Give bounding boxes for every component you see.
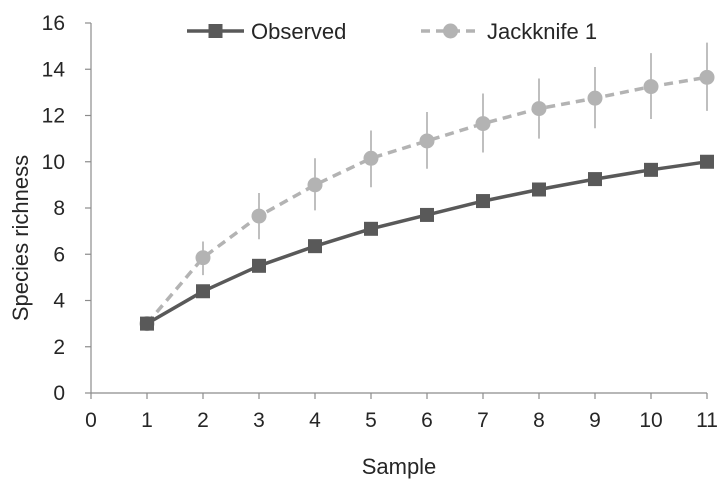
- x-tick-label: 11: [696, 409, 718, 432]
- y-tick-label: 8: [53, 197, 65, 220]
- observed-point: [700, 154, 714, 169]
- jackknife-1-point: [195, 250, 211, 266]
- legend-jackknife-1-marker: [443, 23, 458, 39]
- error-bars: [202, 42, 708, 276]
- x-tick-label: 9: [589, 409, 601, 432]
- x-tick-label: 7: [477, 409, 489, 432]
- observed-point: [364, 221, 378, 236]
- x-tick-label: 10: [639, 409, 662, 432]
- observed-point: [196, 284, 210, 299]
- observed-line: [146, 160, 708, 326]
- legend-observed-label: Observed: [251, 19, 346, 44]
- y-tick-label: 2: [53, 336, 65, 359]
- y-tick-label: 12: [42, 105, 65, 128]
- y-tick-label: 4: [53, 290, 65, 313]
- jackknife-1-point: [419, 133, 435, 149]
- jackknife-1-point: [307, 177, 323, 193]
- jackknife-1-point: [643, 79, 659, 95]
- y-tick-label: 16: [42, 12, 65, 35]
- jackknife-1-point: [587, 90, 603, 106]
- legend-jackknife-1-label: Jackknife 1: [487, 19, 597, 44]
- x-tick-label: 2: [197, 409, 209, 432]
- y-tick-label: 14: [42, 58, 66, 81]
- observed-point: [420, 207, 434, 222]
- observed-point: [532, 182, 546, 197]
- x-tick-label: 0: [85, 409, 97, 432]
- jackknife-1-point: [363, 150, 379, 166]
- y-tick-label: 0: [53, 382, 65, 405]
- jackknife-1-point: [475, 116, 491, 132]
- x-tick-label: 1: [141, 409, 153, 432]
- x-tick-label: 4: [309, 409, 321, 432]
- x-tick-label: 6: [421, 409, 433, 432]
- x-tick-label: 3: [253, 409, 265, 432]
- jackknife-1-point: [531, 101, 547, 117]
- observed-point: [252, 258, 266, 273]
- observed-point: [476, 194, 490, 209]
- observed-point: [588, 172, 602, 187]
- series-markers: [139, 69, 715, 332]
- y-tick-label: 10: [42, 151, 65, 174]
- legend: Observed Jackknife 1: [187, 19, 597, 44]
- jackknife-1-point: [251, 208, 267, 224]
- observed-point: [308, 239, 322, 254]
- jackknife-1-line: [145, 75, 708, 325]
- y-tick-label: 6: [53, 243, 65, 266]
- observed-point: [140, 316, 154, 331]
- observed-point: [644, 162, 658, 177]
- x-tick-label: 5: [365, 409, 377, 432]
- y-axis-title: Species richness: [8, 155, 33, 321]
- x-tick-label: 8: [533, 409, 545, 432]
- legend-observed-marker: [208, 24, 223, 38]
- jackknife-1-point: [699, 69, 715, 85]
- x-axis-title: Sample: [362, 454, 437, 479]
